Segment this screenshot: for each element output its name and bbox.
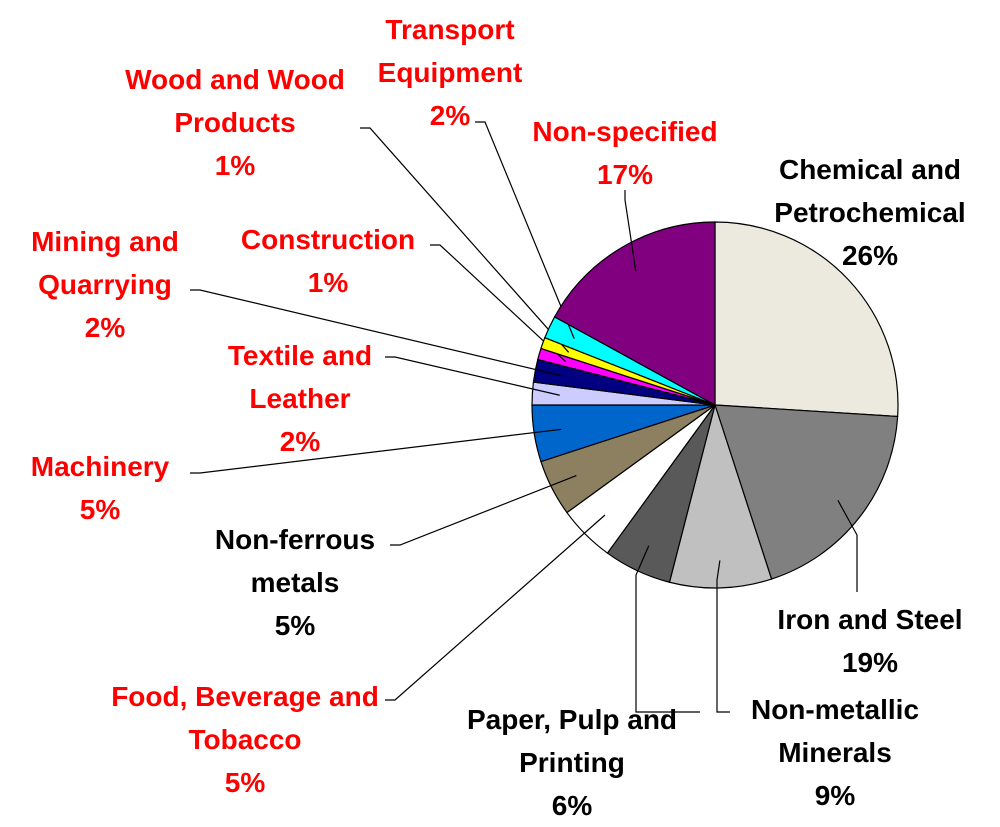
category-label: Mining and Quarrying: [31, 226, 179, 300]
pie-slice: [668, 402, 773, 589]
leader-line: [475, 121, 575, 339]
category-label: Textile and Leather: [227, 340, 373, 414]
leader-line: [190, 289, 563, 377]
percent-label: 2%: [429, 100, 471, 131]
percent-label: 2%: [279, 426, 321, 457]
slice-label: Mining and Quarrying 2%: [5, 220, 205, 349]
category-label: Food, Beverage and Tobacco: [111, 681, 379, 755]
leader-line: [360, 127, 570, 353]
percent-label: 5%: [224, 767, 266, 798]
category-label: Wood and Wood Products: [125, 64, 345, 138]
slice-label: Paper, Pulp and Printing 6%: [437, 698, 707, 827]
slice-label: Machinery 5%: [0, 445, 200, 531]
leader-line: [190, 428, 562, 474]
category-label: Non-ferrous metals: [214, 524, 376, 598]
category-label: Non-specified: [532, 116, 718, 147]
leader-line: [385, 356, 560, 396]
category-label: Construction: [240, 224, 416, 255]
percent-label: 6%: [551, 790, 593, 821]
category-label: Non-metallic Minerals: [750, 694, 920, 768]
category-label: Paper, Pulp and Printing: [466, 704, 678, 778]
slice-label: Food, Beverage and Tobacco 5%: [100, 675, 390, 804]
pie-slice: [714, 404, 899, 580]
slice-label: Non-specified 17%: [495, 110, 755, 196]
slice-label: Textile and Leather 2%: [205, 334, 395, 463]
percent-label: 1%: [307, 267, 349, 298]
leader-line: [624, 190, 637, 272]
slice-label: Chemical and Petrochemical 26%: [745, 148, 995, 277]
category-label: Iron and Steel: [777, 604, 963, 635]
leader-line: [837, 500, 858, 592]
leader-line: [430, 244, 567, 363]
pie-slice: [714, 221, 899, 418]
slice-label: Wood and Wood Products 1%: [90, 58, 380, 187]
leader-line: [716, 560, 730, 713]
slice-label: Non-ferrous metals 5%: [175, 518, 415, 647]
percent-label: 9%: [814, 780, 856, 811]
category-label: Chemical and Petrochemical: [774, 154, 966, 228]
leader-line: [635, 545, 700, 713]
leader-line: [385, 514, 606, 701]
percent-label: 26%: [841, 240, 899, 271]
percent-label: 1%: [214, 150, 256, 181]
slice-label: Iron and Steel 19%: [740, 598, 1000, 684]
percent-label: 5%: [79, 494, 121, 525]
pie-slice: [553, 221, 716, 407]
percent-label: 5%: [274, 610, 316, 641]
percent-label: 2%: [84, 312, 126, 343]
slice-label: Transport Equipment 2%: [340, 8, 560, 137]
percent-label: 17%: [596, 159, 654, 190]
slice-label: Construction 1%: [213, 218, 443, 304]
category-label: Transport Equipment: [377, 14, 523, 88]
leader-line: [390, 475, 577, 546]
category-label: Machinery: [30, 451, 170, 482]
slice-label: Non-metallic Minerals 9%: [720, 688, 950, 817]
percent-label: 19%: [841, 647, 899, 678]
